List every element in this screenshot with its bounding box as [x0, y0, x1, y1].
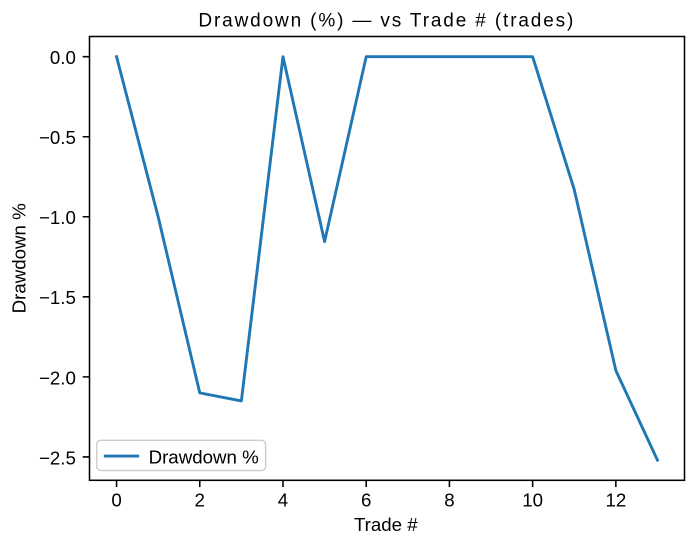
svg-text:0.0: 0.0: [50, 47, 76, 68]
svg-text:4: 4: [278, 490, 288, 511]
svg-text:Drawdown %: Drawdown %: [9, 203, 30, 313]
svg-text:Trade #: Trade #: [354, 514, 418, 535]
svg-text:0: 0: [111, 490, 121, 511]
svg-text:8: 8: [444, 490, 454, 511]
svg-text:−2.0: −2.0: [39, 367, 76, 388]
svg-text:Drawdown %: Drawdown %: [149, 447, 259, 468]
svg-text:−1.0: −1.0: [39, 207, 76, 228]
svg-text:2: 2: [195, 490, 205, 511]
svg-text:−1.5: −1.5: [39, 287, 76, 308]
svg-text:12: 12: [605, 490, 626, 511]
svg-text:6: 6: [361, 490, 371, 511]
svg-text:−2.5: −2.5: [39, 447, 76, 468]
svg-text:10: 10: [522, 490, 543, 511]
svg-text:Drawdown (%) — vs Trade # (tra: Drawdown (%) — vs Trade # (trades): [198, 10, 575, 31]
svg-text:−0.5: −0.5: [39, 127, 76, 148]
